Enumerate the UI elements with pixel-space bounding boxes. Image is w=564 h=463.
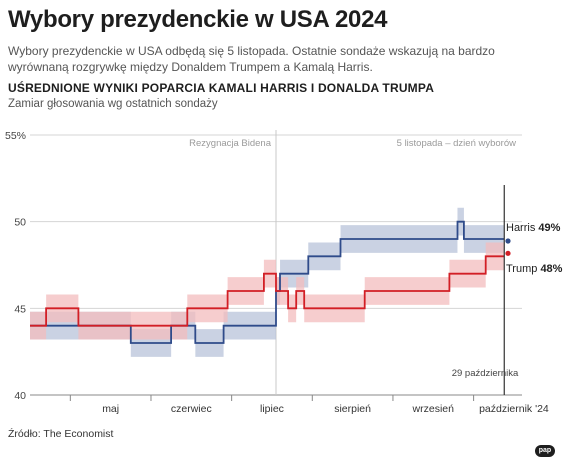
band-trump <box>30 242 505 340</box>
series-line-trump <box>30 255 505 327</box>
series-name: Harris <box>506 222 538 234</box>
pap-logo: pap <box>535 445 555 457</box>
series-value: 49% <box>538 222 560 234</box>
end-dot-harris <box>505 238 511 244</box>
series-value: 48% <box>540 263 562 275</box>
chart-subtitle: Zamiar głosowania wg ostatnich sondaży <box>8 98 218 110</box>
y-tick-label: 50 <box>14 217 26 229</box>
source-note: Źródło: The Economist <box>8 428 114 440</box>
lead-text: Wybory prezydenckie w USA odbędą się 5 l… <box>8 44 495 74</box>
x-tick-label: sierpień <box>334 403 371 415</box>
latest-date-label: 29 października <box>452 368 519 379</box>
x-tick-label: czerwiec <box>171 403 212 415</box>
y-tick-label: 40 <box>14 390 26 402</box>
y-tick-label: 45 <box>14 303 26 315</box>
biden-dropout-label: Rezygnacja Bidena <box>189 138 272 149</box>
x-tick-label: wrzesień <box>412 403 455 415</box>
end-label-trump: Trump 48% <box>506 263 563 275</box>
series-name: Trump <box>506 263 540 275</box>
series-line-harris <box>30 220 505 344</box>
band-harris <box>30 207 505 357</box>
y-tick-label: 55% <box>5 130 26 142</box>
x-tick-label: maj <box>102 403 119 415</box>
end-dot-trump <box>505 250 511 256</box>
page-title: Wybory prezydenckie w USA 2024 <box>8 6 388 33</box>
x-tick-label: październik '24 <box>479 403 549 415</box>
x-tick-label: lipiec <box>260 403 284 415</box>
end-label-harris: Harris 49% <box>506 222 561 234</box>
election-day-label: 5 listopada – dzień wyborów <box>397 138 516 149</box>
chart-title: UŚREDNIONE WYNIKI POPARCIA KAMALI HARRIS… <box>8 81 435 95</box>
